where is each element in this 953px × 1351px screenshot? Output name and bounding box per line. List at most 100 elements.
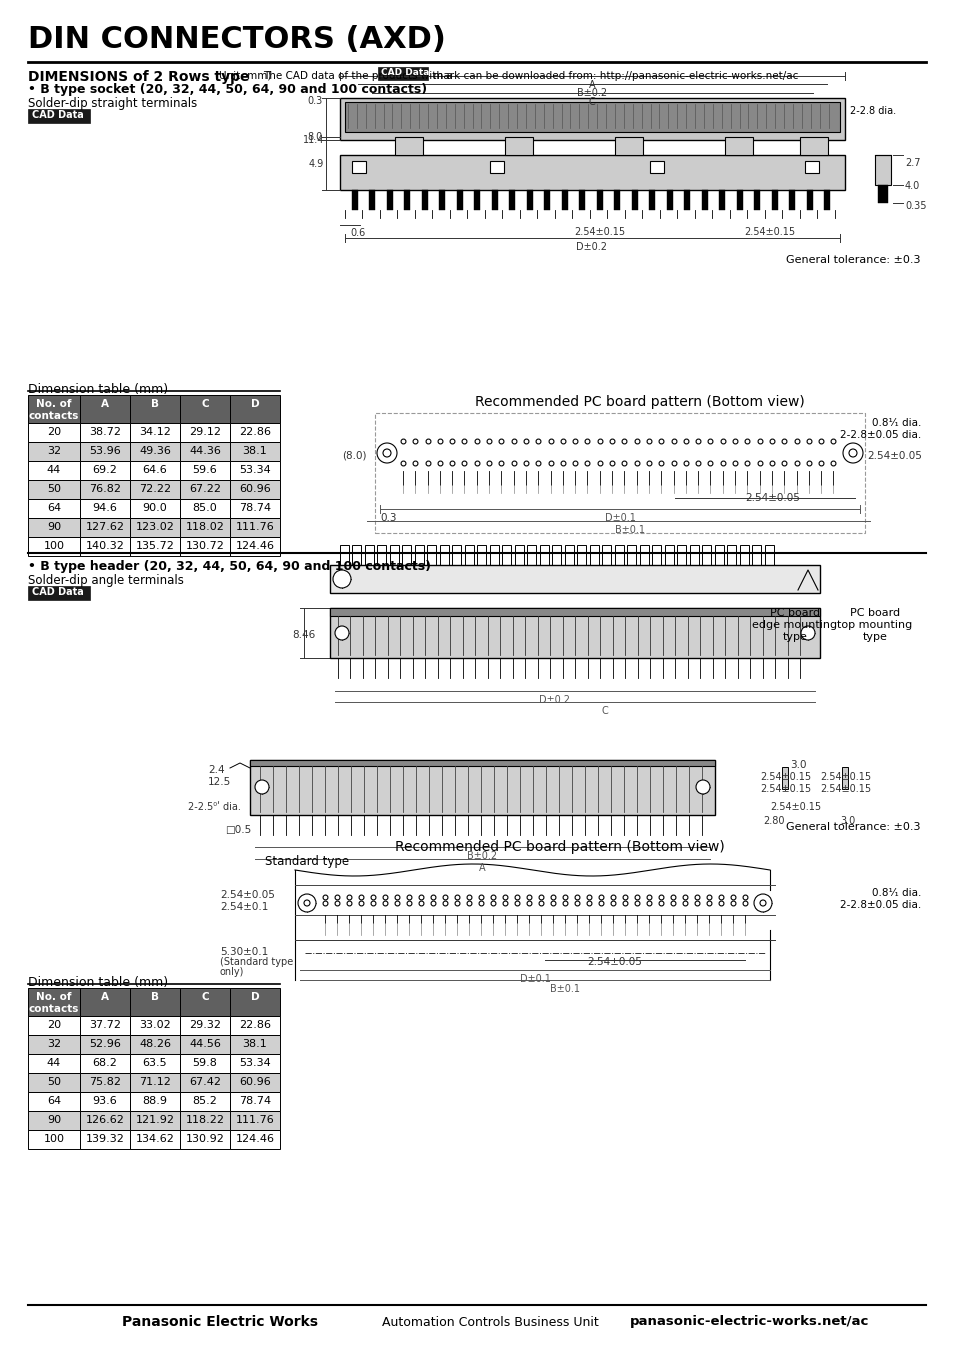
Text: Dimension table (mm): Dimension table (mm) <box>28 975 168 989</box>
Bar <box>180 517 230 536</box>
Text: 134.62: 134.62 <box>135 1133 174 1144</box>
Text: A: A <box>588 80 595 91</box>
Bar <box>28 1035 80 1054</box>
Bar <box>80 988 130 1016</box>
Text: (Standard type: (Standard type <box>220 957 293 967</box>
Bar <box>330 565 820 593</box>
Bar <box>130 536 180 557</box>
Text: Solder-dip angle terminals: Solder-dip angle terminals <box>28 574 184 586</box>
Text: 78.74: 78.74 <box>238 1096 271 1106</box>
Text: 2.54±0.15: 2.54±0.15 <box>820 771 870 782</box>
Bar <box>377 68 428 80</box>
Text: D±0.1: D±0.1 <box>519 974 550 984</box>
Bar <box>28 1054 80 1073</box>
Bar <box>806 190 812 209</box>
Text: B±0.1: B±0.1 <box>550 984 579 994</box>
Bar <box>130 499 180 517</box>
Text: 140.32: 140.32 <box>86 540 124 551</box>
Bar <box>727 544 736 565</box>
Text: B±0.2: B±0.2 <box>577 88 606 99</box>
Text: • B type header (20, 32, 44, 50, 64, 90 and 100 contacts): • B type header (20, 32, 44, 50, 64, 90 … <box>28 561 431 573</box>
Bar <box>80 1035 130 1054</box>
Text: • B type socket (20, 32, 44, 50, 64, 90 and 100 contacts): • B type socket (20, 32, 44, 50, 64, 90 … <box>28 82 427 96</box>
Bar <box>180 461 230 480</box>
Bar <box>180 988 230 1016</box>
Text: 100: 100 <box>44 540 65 551</box>
Text: 2.54±0.05: 2.54±0.05 <box>744 493 799 503</box>
Text: 60.96: 60.96 <box>239 484 271 494</box>
Text: 38.1: 38.1 <box>242 1039 267 1048</box>
Bar <box>789 190 795 209</box>
Bar <box>28 1016 80 1035</box>
Bar <box>28 499 80 517</box>
Bar <box>597 190 602 209</box>
Text: B: B <box>151 992 159 1002</box>
Text: 3.0: 3.0 <box>789 761 805 770</box>
Bar <box>180 442 230 461</box>
Text: 130.92: 130.92 <box>186 1133 224 1144</box>
Text: 34.12: 34.12 <box>139 427 171 436</box>
Text: 68.2: 68.2 <box>92 1058 117 1069</box>
Bar <box>404 190 410 209</box>
Bar <box>80 423 130 442</box>
Bar <box>631 190 638 209</box>
Text: B±0.2: B±0.2 <box>466 851 497 861</box>
Bar <box>841 767 847 789</box>
Bar <box>352 161 366 173</box>
Bar <box>80 536 130 557</box>
Circle shape <box>382 449 391 457</box>
Text: 12.5: 12.5 <box>208 777 231 788</box>
Bar <box>526 190 533 209</box>
Bar <box>130 1016 180 1035</box>
Bar <box>387 190 393 209</box>
Bar <box>230 480 280 499</box>
Bar <box>130 1054 180 1073</box>
Circle shape <box>335 626 349 640</box>
Text: 2.7: 2.7 <box>904 158 920 168</box>
Text: 38.72: 38.72 <box>89 427 121 436</box>
Bar <box>230 536 280 557</box>
Text: 124.46: 124.46 <box>235 540 274 551</box>
Bar <box>561 190 567 209</box>
Text: PC board: PC board <box>849 608 899 617</box>
Bar <box>230 1016 280 1035</box>
Bar <box>474 190 480 209</box>
Text: 64.6: 64.6 <box>143 465 167 476</box>
Text: 94.6: 94.6 <box>92 503 117 513</box>
Circle shape <box>760 900 765 907</box>
Bar <box>339 155 844 190</box>
Bar <box>28 480 80 499</box>
Bar <box>130 394 180 423</box>
Text: 53.96: 53.96 <box>89 446 121 457</box>
Text: 59.8: 59.8 <box>193 1058 217 1069</box>
Text: 0.3: 0.3 <box>379 513 396 523</box>
Bar <box>677 544 686 565</box>
Text: 139.32: 139.32 <box>86 1133 124 1144</box>
Text: 53.34: 53.34 <box>239 465 271 476</box>
Bar <box>477 544 486 565</box>
Text: 63.5: 63.5 <box>143 1058 167 1069</box>
Text: 52.96: 52.96 <box>89 1039 121 1048</box>
Text: B±0.1: B±0.1 <box>615 526 644 535</box>
Text: panasonic-electric-works.net/ac: panasonic-electric-works.net/ac <box>630 1315 869 1328</box>
Bar <box>874 155 890 185</box>
Text: B: B <box>151 399 159 409</box>
Bar <box>800 136 827 155</box>
Text: 2.54±0.05: 2.54±0.05 <box>220 890 274 900</box>
Bar <box>130 1111 180 1129</box>
Bar <box>180 499 230 517</box>
Bar <box>130 1035 180 1054</box>
Text: 4.9: 4.9 <box>309 159 324 169</box>
Bar <box>415 544 423 565</box>
Bar <box>80 1054 130 1073</box>
Bar <box>754 190 760 209</box>
Text: 20: 20 <box>47 427 61 436</box>
Text: Recommended PC board pattern (Bottom view): Recommended PC board pattern (Bottom vie… <box>475 394 804 409</box>
Text: C: C <box>201 992 209 1002</box>
Text: 33.02: 33.02 <box>139 1020 171 1029</box>
Text: only): only) <box>220 967 244 977</box>
Bar <box>539 544 548 565</box>
Text: 124.46: 124.46 <box>235 1133 274 1144</box>
Text: D±0.2: D±0.2 <box>539 694 570 705</box>
Bar <box>28 1092 80 1111</box>
